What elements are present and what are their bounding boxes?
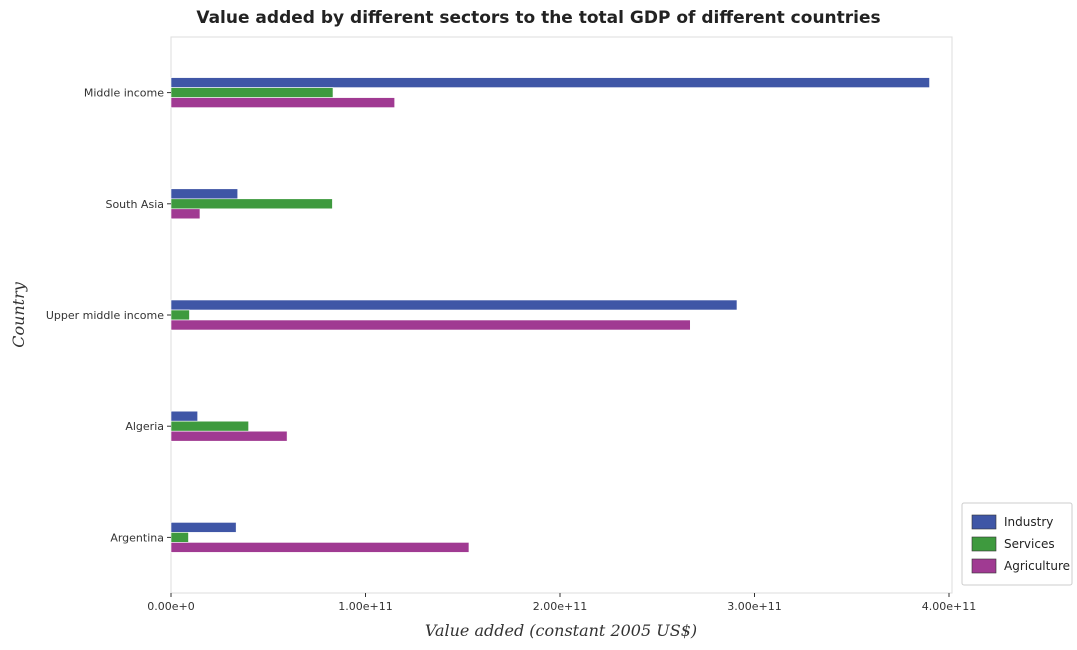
- y-axis-title: Country: [9, 281, 28, 348]
- legend-label-services: Services: [1004, 537, 1055, 551]
- legend: Industry Services Agriculture: [961, 502, 1073, 586]
- x-tick-label: 2.00e+11: [533, 600, 587, 613]
- bar-industry-algeria: [170, 410, 198, 422]
- y-tick-label: Algeria: [125, 420, 164, 433]
- x-tick-label: 0.00e+0: [147, 600, 194, 613]
- y-tick-label: Upper middle income: [46, 309, 164, 322]
- y-tick-label: South Asia: [105, 198, 164, 211]
- legend-swatch-agriculture: [971, 558, 997, 574]
- legend-label-agriculture: Agriculture: [1004, 559, 1070, 573]
- y-tick-labels: Middle income South Asia Upper middle inco…: [46, 87, 171, 544]
- bar-agriculture-argentina: [170, 542, 470, 553]
- x-tick-label: 3.00e+11: [727, 600, 781, 613]
- plot-area: [170, 36, 953, 594]
- bar-services-algeria: [170, 420, 249, 432]
- legend-swatch-services: [971, 536, 997, 552]
- bar-industry-upper-middle-income: [170, 299, 738, 311]
- x-tick-label: 4.00e+11: [922, 600, 976, 613]
- bar-agriculture-algeria: [170, 430, 288, 442]
- bar-services-south-asia: [170, 198, 333, 210]
- y-tick-label: Middle income: [84, 87, 164, 100]
- bar-agriculture-upper-middle-income: [170, 319, 691, 331]
- x-tick-labels: 0.00e+0 1.00e+11 2.00e+11 3.00e+11 4.00e+11: [147, 593, 976, 613]
- bar-agriculture-south-asia: [170, 208, 201, 220]
- bar-industry-south-asia: [170, 188, 239, 200]
- bars-group: [170, 77, 930, 553]
- x-axis-title: Value added (constant 2005 US$): [425, 621, 697, 640]
- bar-industry-middle-income: [170, 77, 930, 88]
- bar-services-argentina: [170, 532, 189, 543]
- legend-label-industry: Industry: [1004, 515, 1053, 529]
- bar-services-middle-income: [170, 87, 334, 98]
- legend-swatch-industry: [971, 514, 997, 530]
- bar-industry-argentina: [170, 522, 237, 533]
- y-tick-label: Argentina: [110, 531, 164, 544]
- x-tick-label: 1.00e+11: [338, 600, 392, 613]
- chart-title: Value added by different sectors to the …: [196, 8, 881, 28]
- bar-agriculture-middle-income: [170, 97, 395, 108]
- bar-services-upper-middle-income: [170, 309, 190, 321]
